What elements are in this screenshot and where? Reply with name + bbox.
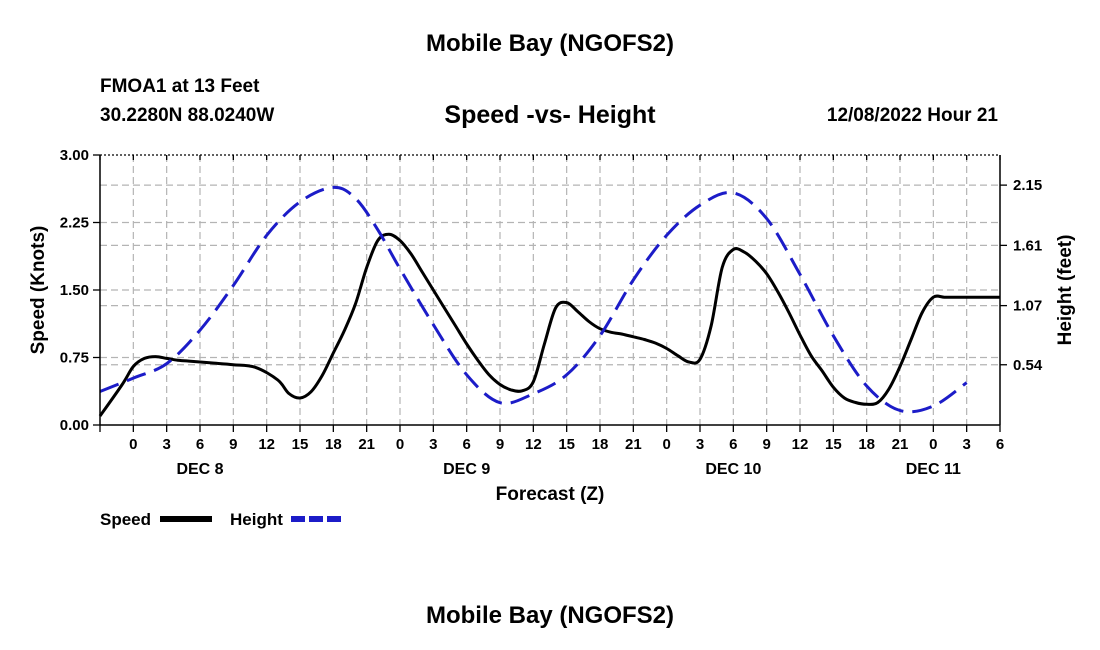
page-title: Mobile Bay (NGOFS2) [425, 30, 675, 57]
chart-subtitle: Speed -vs- Height [444, 101, 656, 129]
y-tick-label-left: 3.00 [60, 147, 89, 164]
x-tick-label: 12 [525, 436, 542, 453]
x-tick-label: 9 [762, 436, 770, 453]
x-day-label: DEC 8 [176, 461, 223, 478]
y-tick-label-left: 1.50 [60, 282, 89, 299]
footer-title: Mobile Bay (NGOFS2) [425, 602, 675, 629]
x-tick-label: 6 [729, 436, 737, 453]
station-coords: 30.2280N 88.0240W [100, 105, 275, 126]
x-tick-label: 15 [558, 436, 575, 453]
forecast-time: 12/08/2022 Hour 21 [826, 105, 998, 126]
x-tick-label: 15 [825, 436, 842, 453]
x-tick-label: 21 [358, 436, 375, 453]
x-tick-label: 18 [325, 436, 342, 453]
y-tick-label-right: 1.07 [1013, 298, 1042, 315]
y-tick-label-right: 2.15 [1013, 177, 1042, 194]
x-tick-label: 12 [258, 436, 275, 453]
x-tick-label: 6 [462, 436, 470, 453]
x-tick-label: 3 [962, 436, 970, 453]
speed-series-line [98, 232, 1000, 417]
x-tick-label: 6 [196, 436, 204, 453]
x-tick-label: 18 [592, 436, 609, 453]
x-tick-label: 0 [396, 436, 404, 453]
x-tick-label: 3 [696, 436, 704, 453]
x-axis-title: Forecast (Z) [496, 484, 605, 505]
legend-height-label: Height [230, 510, 283, 529]
y-axis-title-left: Speed (Knots) [28, 226, 49, 355]
x-tick-label: 15 [292, 436, 309, 453]
x-tick-label: 9 [229, 436, 237, 453]
x-tick-label: 3 [429, 436, 437, 453]
x-tick-label: 0 [662, 436, 670, 453]
x-tick-label: 12 [792, 436, 809, 453]
y-tick-label-left: 0.75 [60, 350, 89, 367]
y-tick-label-left: 2.25 [60, 215, 89, 232]
x-tick-label: 3 [162, 436, 170, 453]
x-tick-label: 21 [892, 436, 909, 453]
y-axis-title-right: Height (feet) [1055, 235, 1076, 346]
x-day-label: DEC 11 [906, 461, 961, 478]
x-tick-label: 18 [858, 436, 875, 453]
x-tick-label: 0 [929, 436, 937, 453]
legend-speed-label: Speed [100, 510, 151, 529]
x-tick-label: 0 [129, 436, 137, 453]
x-tick-label: 6 [996, 436, 1004, 453]
y-tick-label-right: 0.54 [1013, 357, 1043, 374]
y-tick-label-left: 0.00 [60, 417, 89, 434]
y-tick-label-right: 1.61 [1013, 237, 1042, 254]
x-tick-label: 21 [625, 436, 642, 453]
x-tick-label: 9 [496, 436, 504, 453]
x-day-label: DEC 9 [443, 461, 490, 478]
station-label: FMOA1 at 13 Feet [100, 76, 260, 97]
x-day-label: DEC 10 [705, 461, 761, 478]
height-series-line [99, 185, 968, 414]
